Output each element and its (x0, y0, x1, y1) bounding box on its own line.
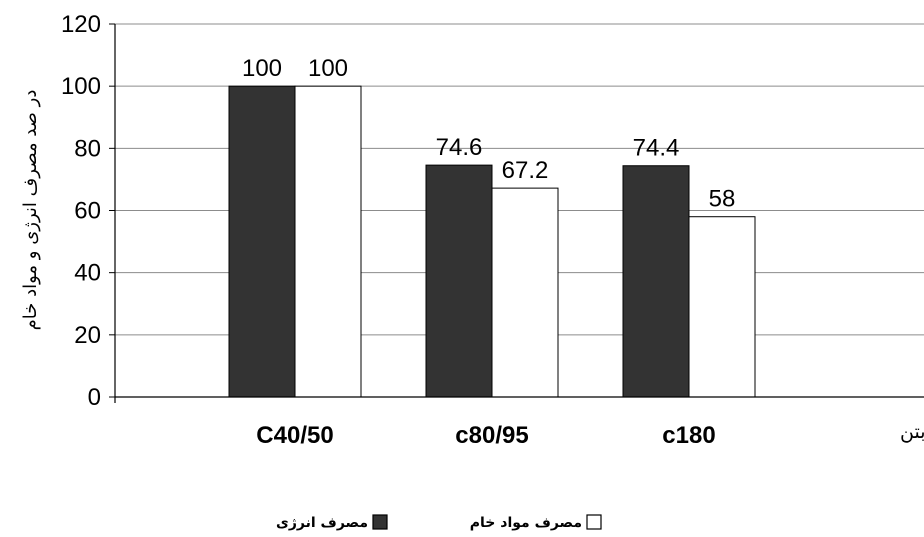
data-label: 100 (308, 55, 348, 82)
data-label: 74.4 (633, 135, 680, 162)
data-label: 100 (242, 55, 282, 82)
legend-label: مصرف مواد خام (470, 515, 582, 531)
x-tick-label: c180 (662, 422, 715, 449)
data-label: 74.6 (436, 134, 483, 161)
bar (491, 187, 559, 398)
legend-label: مصرف انرژی (276, 515, 368, 531)
x-axis-title: رده بتن (900, 421, 924, 443)
bar (228, 85, 296, 398)
legend: مصرف انرژی مصرف مواد خام (276, 514, 602, 531)
bar (688, 216, 756, 398)
legend-swatch (586, 514, 602, 530)
y-tick-label: 80 (74, 135, 101, 162)
y-tick-label: 100 (61, 73, 101, 100)
y-tick-label: 120 (61, 11, 101, 38)
bars (228, 85, 756, 398)
data-label: 58 (709, 186, 736, 213)
legend-swatch (372, 514, 388, 530)
y-tick-label: 20 (74, 322, 101, 349)
bar (425, 164, 493, 398)
y-tick-label: 40 (74, 260, 101, 287)
bar (294, 85, 362, 398)
data-labels: 100 100 74.6 67.2 74.4 58 (242, 55, 735, 213)
x-tick-label: c80/95 (455, 422, 528, 449)
y-tick-label: 60 (74, 198, 101, 225)
x-tick-labels: C40/50 c80/95 c180 (256, 422, 715, 449)
x-tick-label: C40/50 (256, 422, 333, 449)
y-tick-label: 0 (88, 384, 101, 411)
axes (109, 23, 924, 403)
bar (622, 165, 690, 398)
y-axis-title: در صد مصرف انرژی و مواد خام (20, 90, 41, 331)
data-label: 67.2 (502, 157, 549, 184)
y-tick-labels: 0 20 40 60 80 100 120 (61, 11, 101, 411)
